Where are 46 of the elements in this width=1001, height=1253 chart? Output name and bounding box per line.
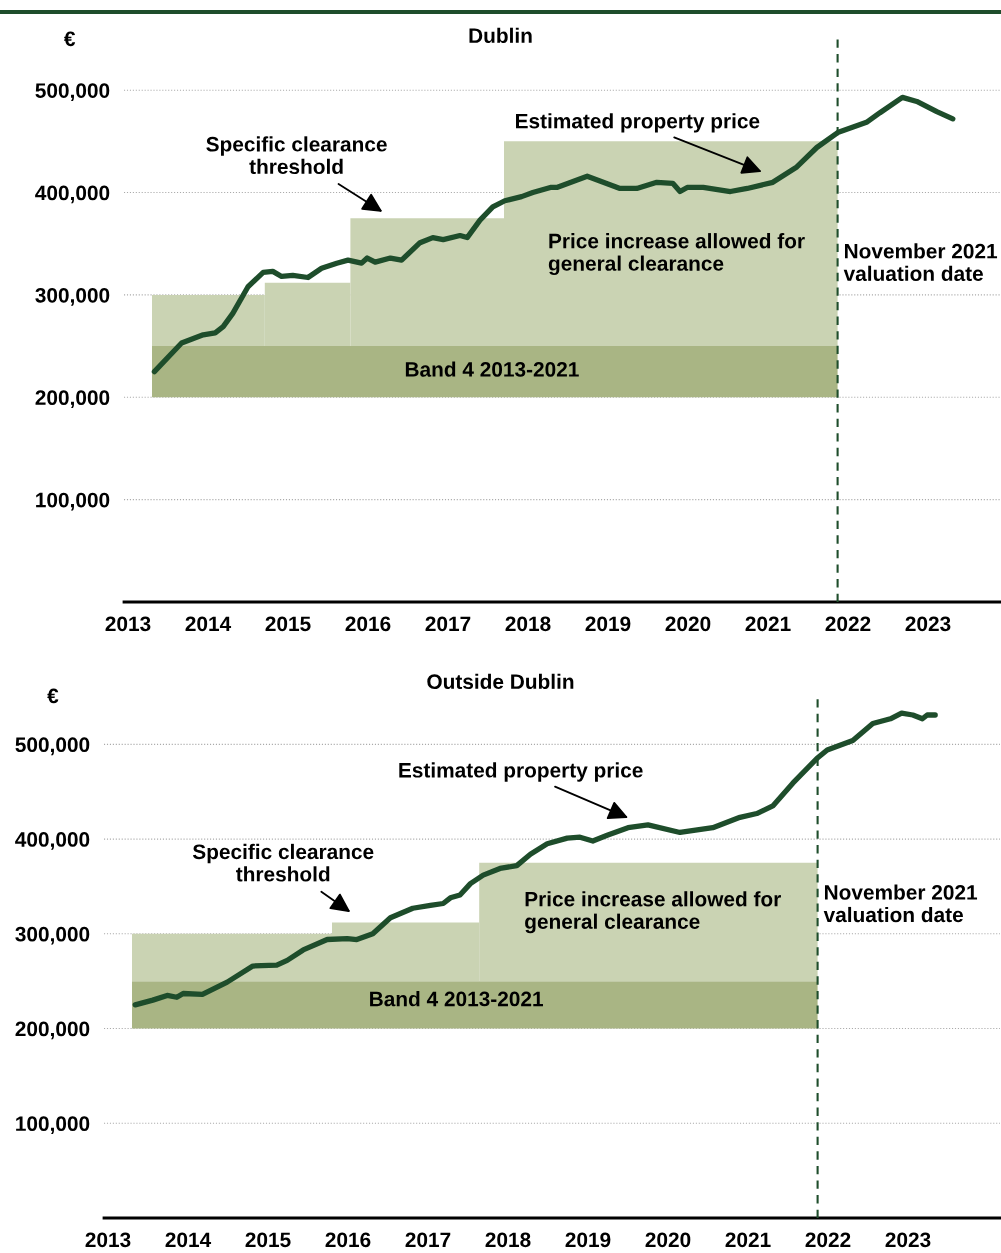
annotation: Price increase allowed for general clearance	[548, 233, 805, 276]
x-tick-label: 2022	[805, 1232, 851, 1248]
x-tick-label: 2020	[665, 616, 711, 632]
annotation: Band 4 2013-2021	[370, 991, 543, 1007]
y-tick-label: 400,000	[15, 832, 90, 850]
y-tick-label: 400,000	[35, 185, 110, 204]
x-tick-label: 2022	[825, 616, 871, 632]
x-tick-label: 2017	[425, 616, 471, 632]
annotation: Band 4 2013-2021	[405, 361, 579, 377]
x-tick-label: 2017	[405, 1232, 451, 1248]
x-tick-label: 2015	[265, 616, 311, 632]
y-tick-label: 200,000	[35, 390, 110, 409]
x-tick-label: 2023	[905, 616, 951, 632]
x-tick-label: 2014	[185, 616, 232, 632]
annotation: Price increase allowed for general clearance	[525, 891, 781, 934]
ref-line-label: November 2021 valuation date	[823, 884, 978, 923]
x-tick-label: 2020	[645, 1232, 691, 1248]
chart-title: Dublin	[469, 27, 532, 44]
x-tick-label: 2014	[165, 1232, 212, 1248]
annotation: Estimated property price	[399, 762, 643, 782]
y-tick-label: 300,000	[35, 287, 110, 306]
x-tick-label: 2013	[85, 1232, 131, 1248]
x-tick-label: 2019	[565, 1232, 611, 1248]
x-tick-label: 2016	[345, 616, 391, 632]
y-tick-label: 100,000	[16, 1116, 90, 1135]
y-axis-title: €	[64, 31, 76, 47]
x-tick-label: 2021	[725, 1232, 771, 1248]
x-tick-label: 2015	[245, 1232, 291, 1248]
x-tick-label: 2021	[745, 616, 791, 632]
y-tick-label: 500,000	[35, 83, 110, 101]
y-axis-title: €	[47, 688, 59, 704]
x-tick-label: 2023	[885, 1232, 931, 1248]
annotation: Estimated property price	[516, 113, 760, 133]
x-tick-label: 2018	[485, 1232, 531, 1248]
x-tick-label: 2018	[505, 616, 551, 632]
y-tick-label: 200,000	[15, 1021, 90, 1040]
x-tick-label: 2013	[105, 616, 151, 632]
y-tick-label: 300,000	[15, 926, 90, 945]
ref-line-label: November 2021 valuation date	[843, 243, 998, 282]
x-tick-label: 2019	[585, 616, 631, 632]
annotation: Specific clearance threshold	[206, 136, 387, 175]
y-tick-label: 500,000	[15, 737, 90, 756]
chart-title: Outside Dublin	[427, 673, 574, 690]
annotation: Specific clearance threshold	[192, 843, 374, 882]
y-tick-label: 100,000	[36, 492, 110, 511]
x-tick-label: 2016	[325, 1232, 371, 1248]
